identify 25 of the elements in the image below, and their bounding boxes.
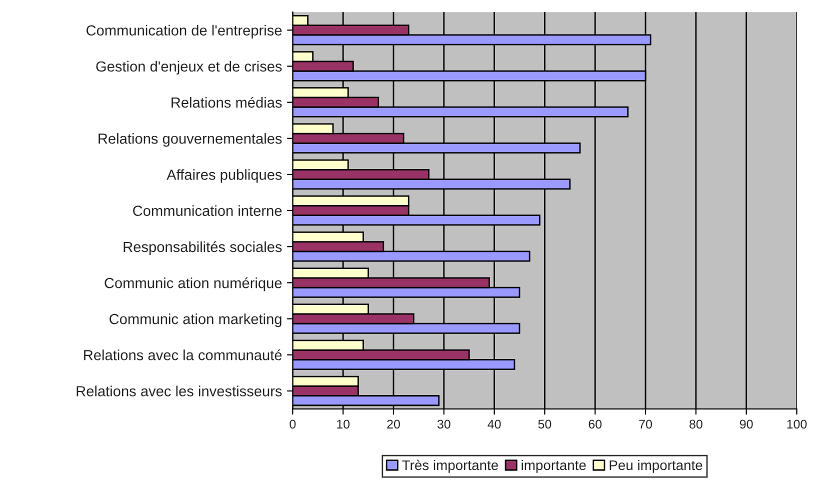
legend-label: Peu importante: [610, 460, 702, 473]
y-tick-label: Relations avec la communauté: [84, 349, 282, 360]
x-tick-label: 100: [787, 420, 807, 429]
x-tick-label: 10: [337, 420, 350, 429]
x-tick-label: 40: [488, 420, 501, 429]
y-tick-label: Communication interne: [133, 205, 282, 216]
y-tick-label: Relations avec les investisseurs: [76, 386, 282, 396]
x-tick-label: 20: [387, 420, 400, 429]
y-tick-label: Responsabilités sociales: [124, 241, 282, 256]
y-tick-label: Relations gouvernementales: [98, 133, 282, 147]
y-tick-label: Communic ation numérique: [104, 277, 282, 292]
y-tick-label: Gestion d'enjeux et de crises: [96, 60, 282, 75]
x-tick-label: 90: [740, 420, 753, 429]
x-tick-label: 30: [437, 420, 450, 429]
y-tick-label: Communic ation marketing: [110, 313, 282, 328]
y-tick-label: Communication de l'entreprise: [86, 24, 282, 38]
legend-label: importante: [522, 460, 586, 473]
x-tick-label: 60: [588, 420, 602, 429]
y-tick-label: Relations médias: [172, 96, 282, 108]
y-tick-label: Affaires publiques: [166, 169, 282, 183]
legend-label: Très importante: [402, 460, 498, 473]
x-tick-label: 70: [639, 420, 652, 429]
x-tick-label: 80: [690, 420, 702, 429]
x-tick-label: 0: [290, 420, 296, 429]
x-tick-label: 50: [538, 420, 552, 429]
